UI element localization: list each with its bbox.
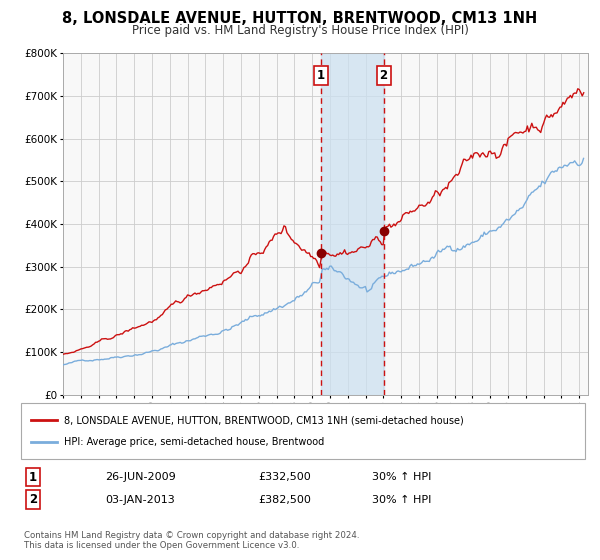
- Text: Price paid vs. HM Land Registry's House Price Index (HPI): Price paid vs. HM Land Registry's House …: [131, 24, 469, 36]
- Text: 1: 1: [29, 470, 37, 484]
- Bar: [321, 53, 383, 395]
- Text: 26-JUN-2009: 26-JUN-2009: [105, 472, 176, 482]
- Text: 1: 1: [317, 68, 325, 82]
- Text: 8, LONSDALE AVENUE, HUTTON, BRENTWOOD, CM13 1NH (semi-detached house): 8, LONSDALE AVENUE, HUTTON, BRENTWOOD, C…: [64, 415, 464, 425]
- Text: £382,500: £382,500: [258, 494, 311, 505]
- Text: 30% ↑ HPI: 30% ↑ HPI: [372, 472, 431, 482]
- Text: 03-JAN-2013: 03-JAN-2013: [105, 494, 175, 505]
- Text: 8, LONSDALE AVENUE, HUTTON, BRENTWOOD, CM13 1NH: 8, LONSDALE AVENUE, HUTTON, BRENTWOOD, C…: [62, 11, 538, 26]
- Text: Contains HM Land Registry data © Crown copyright and database right 2024.
This d: Contains HM Land Registry data © Crown c…: [24, 531, 359, 550]
- Text: HPI: Average price, semi-detached house, Brentwood: HPI: Average price, semi-detached house,…: [64, 437, 325, 447]
- Text: £332,500: £332,500: [258, 472, 311, 482]
- Text: 2: 2: [29, 493, 37, 506]
- Text: 30% ↑ HPI: 30% ↑ HPI: [372, 494, 431, 505]
- Text: 2: 2: [379, 68, 388, 82]
